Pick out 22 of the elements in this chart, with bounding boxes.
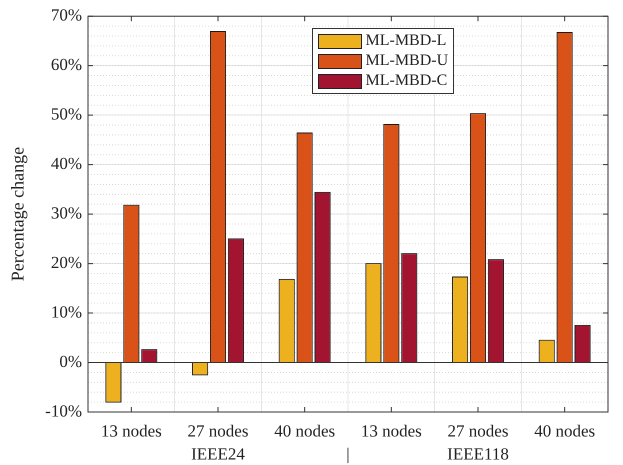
- legend-label: ML-MBD-C: [366, 72, 448, 90]
- y-tick-label: 20%: [50, 253, 82, 272]
- x-tick-label: 13 nodes: [360, 422, 422, 441]
- y-tick-label: 30%: [50, 204, 82, 223]
- text: IEEE24: [191, 444, 246, 464]
- text: |: [346, 444, 350, 464]
- text: IEEE118: [447, 444, 509, 464]
- x-tick-label: 27 nodes: [448, 422, 508, 441]
- y-axis-title: Percentage change: [8, 146, 28, 282]
- y-tick-label: -10%: [45, 401, 82, 420]
- y-tick-label: 40%: [50, 154, 82, 174]
- legend-label: ML-MBD-L: [366, 32, 446, 50]
- y-tick-label: 10%: [50, 302, 82, 322]
- x-tick-label: 13 nodes: [100, 422, 162, 441]
- y-tick-label: 60%: [50, 55, 82, 74]
- x-tick-label: 27 nodes: [188, 422, 248, 441]
- legend-label: ML-MBD-U: [366, 52, 448, 70]
- y-tick-label: 0%: [59, 352, 82, 371]
- x-tick-label: 40 nodes: [534, 422, 596, 441]
- y-tick-label: 50%: [50, 104, 82, 124]
- x-tick-label: 40 nodes: [274, 422, 336, 441]
- y-tick-label: 70%: [50, 6, 82, 25]
